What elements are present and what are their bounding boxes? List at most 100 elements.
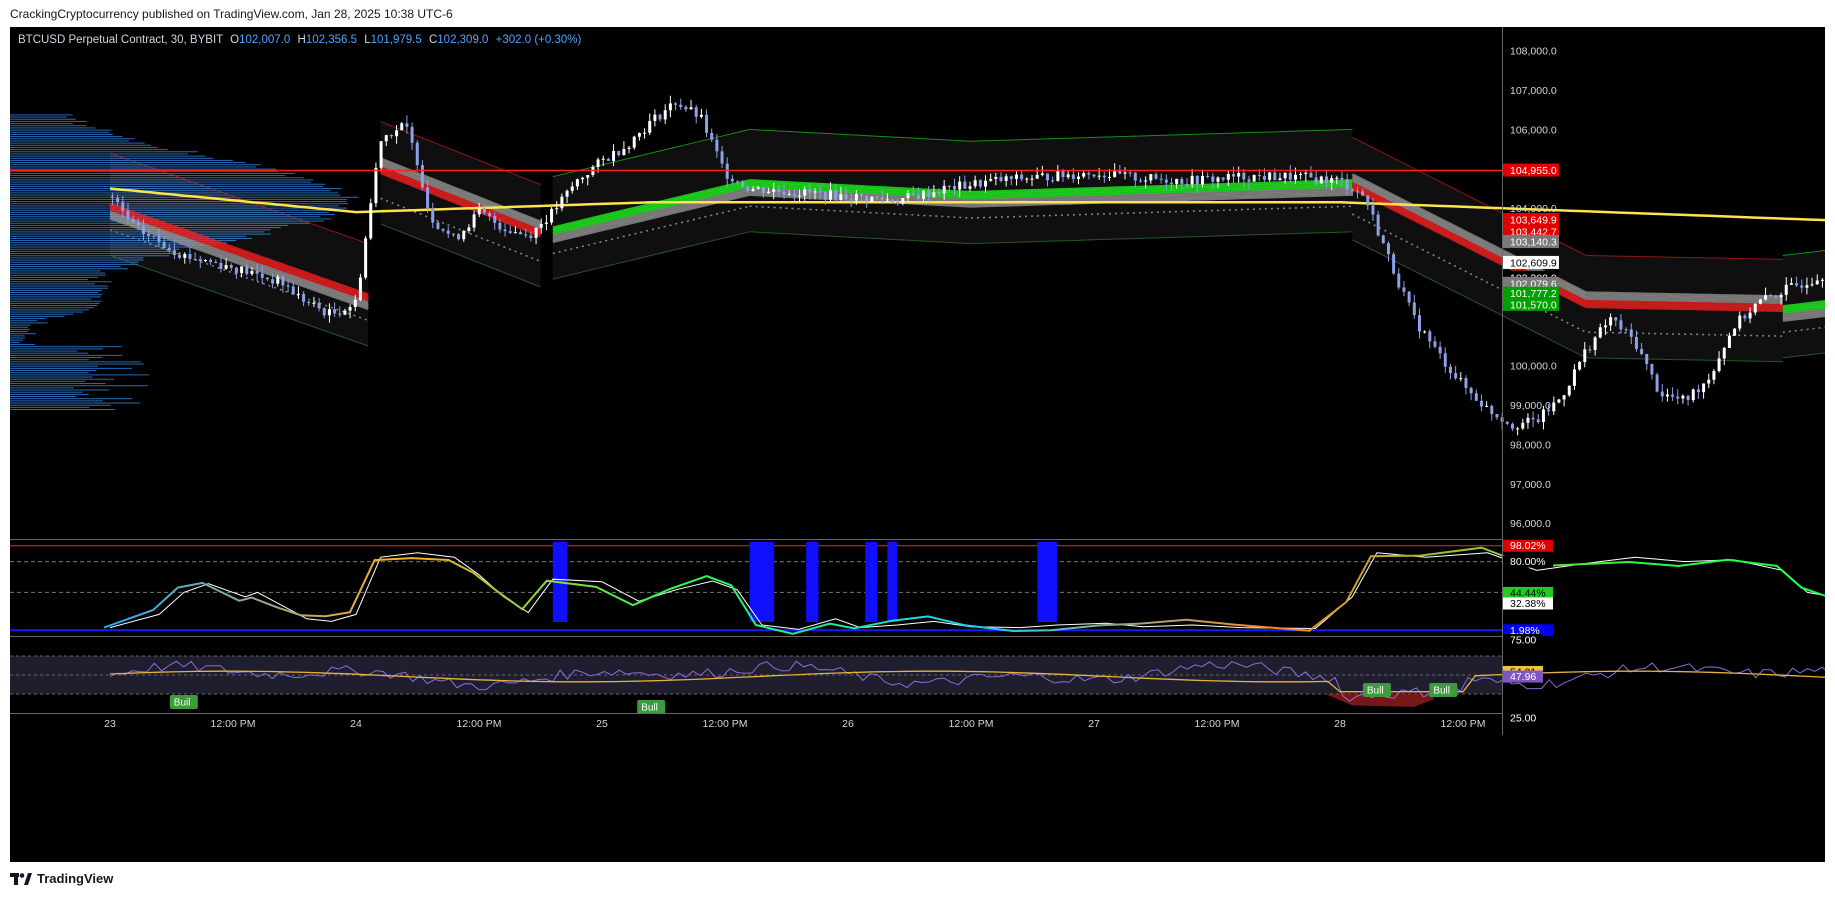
candle-body (958, 181, 962, 190)
candle-body (203, 259, 207, 261)
candle-body (312, 302, 316, 304)
candle-body (1795, 283, 1799, 286)
candle-body (1619, 320, 1623, 330)
candle-body (1743, 315, 1747, 319)
rsi-badge-label: 47.96 (1510, 671, 1536, 683)
candle-body (622, 148, 626, 156)
price-badge: 102,609.9 (1503, 255, 1559, 269)
candle-body (1505, 421, 1509, 424)
volume-profile-bar (10, 318, 46, 320)
candle-body (684, 107, 688, 110)
volume-profile-bar (10, 357, 103, 359)
candle-body (1702, 383, 1706, 393)
candle-body (1216, 177, 1220, 182)
candle-body (1552, 402, 1556, 412)
time-tick-label: 26 (842, 718, 854, 730)
candle-body (1547, 409, 1551, 412)
band-outer-line (1352, 136, 1783, 260)
tradingview-logo[interactable]: TradingView (10, 871, 113, 886)
candle-body (1598, 327, 1602, 338)
chart-frame[interactable]: 98.02% 80.00% 44.44% 32.38% 1.98% Buil Bull Bu… (10, 27, 1835, 862)
candle-body (426, 187, 430, 209)
legend-high: 102,356.5 (306, 34, 357, 46)
rsi-badge-label: 25.00 (1510, 713, 1536, 725)
stoch-badge: 1.98% (1503, 624, 1553, 637)
volume-profile-bar (10, 179, 314, 181)
ribbon-line (109, 216, 369, 311)
candle-body (746, 186, 750, 191)
candle-body (1526, 417, 1530, 423)
candle-body (1020, 174, 1024, 180)
bull-signal-bg (637, 700, 666, 714)
candle-body (198, 259, 202, 261)
time-tick-label: 12:00 PM (949, 718, 994, 730)
candle-body (1082, 173, 1086, 177)
candle-body (1717, 358, 1721, 372)
chart-svg[interactable]: 98.02% 80.00% 44.44%32.38% 1.98% Buil Bull Bu… (10, 27, 1835, 862)
volume-profile-bar (10, 205, 340, 207)
volume-profile-bar (10, 378, 115, 380)
candle-body (989, 178, 993, 181)
volume-profile-bar (10, 207, 348, 209)
volume-profile-bar (10, 261, 139, 263)
legend-change: +302.0 (+0.30%) (496, 34, 582, 46)
price-badge: 101,777.2 (1503, 286, 1559, 300)
candle-body (1448, 366, 1452, 374)
candle-body (663, 110, 667, 120)
candle-body (984, 180, 988, 187)
candle-body (1092, 174, 1096, 177)
candle-body (1366, 195, 1370, 206)
candle-body (219, 263, 223, 269)
candle-body (1252, 175, 1256, 182)
candle-body (1464, 378, 1468, 388)
stoch-badge-bg (1503, 555, 1553, 568)
candle-body (167, 247, 171, 251)
candle-body (761, 187, 765, 194)
volume-profile-bar (10, 337, 26, 339)
candle-body (1195, 175, 1199, 185)
candle-body (276, 276, 280, 284)
candle-body (1629, 329, 1633, 337)
volume-profile-bar (10, 324, 31, 326)
price-badge-bg (1503, 225, 1559, 239)
bull-signal-label: Bull (1429, 683, 1458, 697)
volume-profile-bar (10, 326, 28, 328)
candle-body (829, 190, 833, 200)
volume-profile-bar (10, 190, 331, 192)
rsi-ma-line (109, 670, 1835, 693)
volume-profile-bar (10, 387, 75, 389)
candle-body (1485, 405, 1489, 407)
candle-body (110, 196, 114, 198)
stoch-badge-bg (1503, 624, 1553, 637)
main-price-pane (10, 27, 1835, 862)
candle-body (260, 273, 264, 278)
ribbon-line (109, 208, 369, 302)
bull-signal-bg (169, 695, 198, 709)
candle-body (854, 193, 858, 201)
candle-body (1133, 172, 1137, 181)
volume-profile-bar (10, 311, 84, 313)
candle-body (1226, 173, 1230, 180)
volume-profile-bar (10, 250, 176, 252)
rsi-badge-bg (1503, 712, 1543, 724)
candle-body (477, 208, 481, 215)
candle-body (1299, 173, 1303, 175)
volume-profile-bar (10, 155, 206, 157)
candle-body (224, 265, 228, 269)
volume-profile-bar (10, 333, 36, 335)
price-tick-label: 99,000.0 (1510, 400, 1551, 412)
candle-body (1469, 387, 1473, 394)
volume-profile-bar (10, 393, 89, 395)
candle-body (410, 126, 414, 143)
stoch-badge-label: 32.38% (1510, 598, 1546, 610)
rsi-badge: 47.96 (1503, 670, 1543, 683)
candle-body (1562, 395, 1566, 400)
band-outer-line (749, 128, 972, 142)
candle-body (364, 238, 368, 278)
volume-profile-bar (10, 129, 112, 131)
stoch-oversold-zone (749, 542, 775, 622)
candle-body (116, 197, 120, 203)
candle-body (1273, 172, 1277, 181)
bull-signal-label: Bull (1362, 683, 1391, 697)
candle-body (508, 231, 512, 234)
